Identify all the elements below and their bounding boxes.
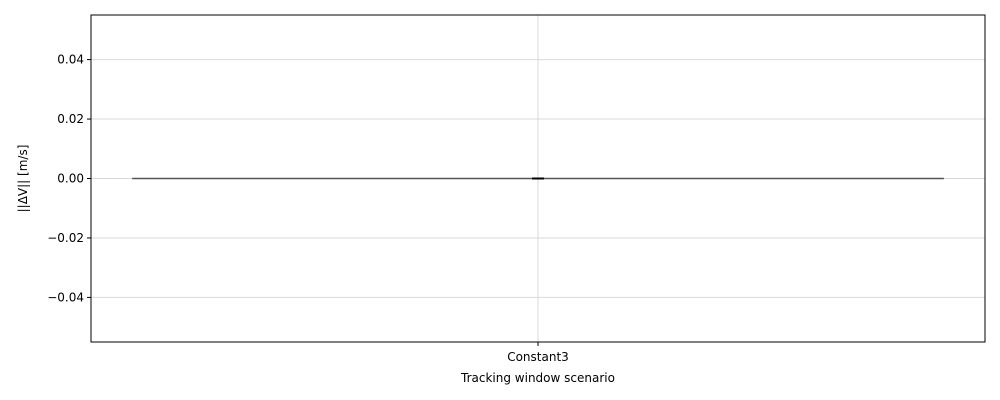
y-tick-label: 0.02 [57,112,84,126]
y-tick-label: 0.04 [57,53,84,67]
y-tick-label: −0.04 [47,290,84,304]
labels-layer: Tracking window scenario ||ΔV|| [m/s] [16,145,615,385]
y-tick-label: −0.02 [47,231,84,245]
x-tick-label: Constant3 [507,350,569,364]
x-axis-label: Tracking window scenario [460,371,615,385]
ticks-layer: −0.04 −0.02 0.00 0.02 0.04 Constant3 [47,53,569,364]
marks-layer [132,177,944,180]
y-axis-label: ||ΔV|| [m/s] [16,145,30,213]
y-tick-label: 0.00 [57,172,84,186]
